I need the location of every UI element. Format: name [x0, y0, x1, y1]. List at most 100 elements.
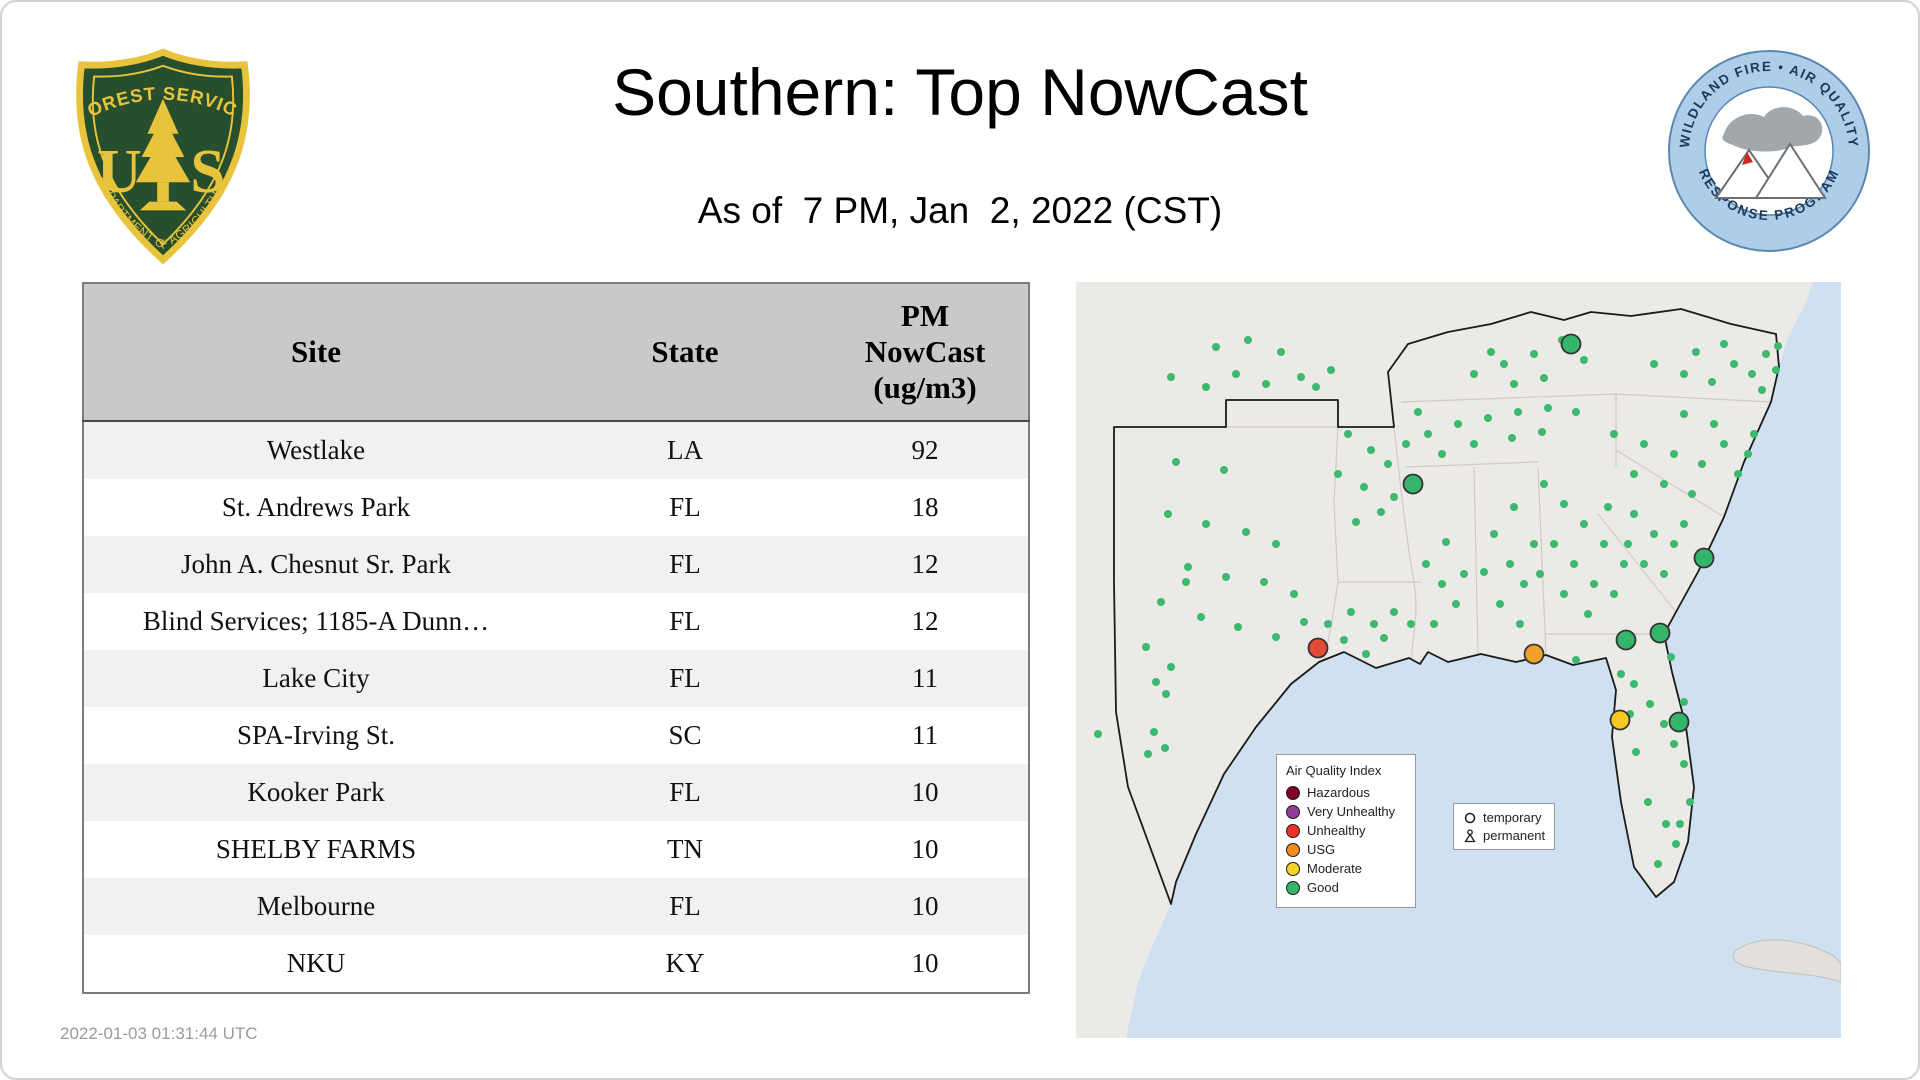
- legend-label-temporary: temporary: [1483, 810, 1542, 825]
- monitor-dot: [1272, 633, 1280, 641]
- monitor-dot: [1670, 450, 1678, 458]
- aqi-legend-item: Good: [1286, 880, 1406, 895]
- monitor-dot: [1748, 370, 1756, 378]
- monitor-dot: [1660, 720, 1668, 728]
- monitor-dot: [1584, 610, 1592, 618]
- aqi-legend-item: Very Unhealthy: [1286, 804, 1406, 819]
- monitor-dot: [1680, 520, 1688, 528]
- monitor-dot: [1688, 490, 1696, 498]
- state-cell: FL: [669, 606, 701, 636]
- top-site-marker: [1523, 643, 1545, 665]
- monitor-dot: [1300, 618, 1308, 626]
- monitor-dot: [1152, 678, 1160, 686]
- monitor-dot: [1312, 383, 1320, 391]
- monitor-dot: [1340, 636, 1348, 644]
- monitor-dot: [1232, 370, 1240, 378]
- monitor-dot: [1720, 340, 1728, 348]
- monitor-dot: [1550, 540, 1558, 548]
- monitor-dot: [1632, 748, 1640, 756]
- value-cell: 10: [911, 891, 939, 921]
- aqi-legend-item: Unhealthy: [1286, 823, 1406, 838]
- aqi-color-dot: [1286, 861, 1300, 876]
- monitor-dot: [1242, 528, 1250, 536]
- monitor-dot: [1610, 590, 1618, 598]
- usfs-letter-s: S: [190, 138, 225, 206]
- monitor-dot: [1508, 434, 1516, 442]
- state-cell: FL: [669, 549, 701, 579]
- aqi-color-dot: [1286, 880, 1300, 895]
- monitor-dot: [1560, 500, 1568, 508]
- monitor-dot: [1772, 366, 1780, 374]
- aqi-legend-item: USG: [1286, 842, 1406, 857]
- page-title: Southern: Top NowCast: [612, 55, 1308, 129]
- monitor-dot: [1480, 568, 1488, 576]
- monitor-dot: [1610, 430, 1618, 438]
- monitor-dot: [1324, 620, 1332, 628]
- monitor-dot: [1367, 446, 1375, 454]
- value-cell: 11: [912, 663, 938, 693]
- site-cell: SPA-Irving St.: [236, 720, 396, 750]
- state-cell: FL: [669, 492, 701, 522]
- value-cell: 10: [911, 834, 939, 864]
- monitor-dot: [1167, 373, 1175, 381]
- monitor-dot: [1646, 700, 1654, 708]
- monitor-dot: [1538, 428, 1546, 436]
- monitor-dot: [1720, 440, 1728, 448]
- pm-header-line3: (ug/m3): [873, 370, 977, 405]
- pm-header-line2: NowCast: [864, 334, 986, 369]
- pm-header-line1: PM: [900, 298, 950, 333]
- monitor-dot: [1692, 348, 1700, 356]
- monitor-dot: [1500, 360, 1508, 368]
- site-cell: St. Andrews Park: [221, 492, 411, 522]
- monitor-dot: [1470, 370, 1478, 378]
- monitor-dot: [1698, 460, 1706, 468]
- monitor-dot: [1496, 600, 1504, 608]
- aqi-legend-label: USG: [1307, 842, 1336, 857]
- aqi-color-dot: [1286, 804, 1300, 819]
- monitor-dot: [1676, 820, 1684, 828]
- site-cell: Blind Services; 1185-A Dunn…: [142, 606, 490, 636]
- monitor-dot: [1430, 620, 1438, 628]
- table-row: Lake City FL 11: [83, 650, 1029, 707]
- page-subtitle: As of 7 PM, Jan 2, 2022 (CST): [697, 190, 1223, 231]
- monitor-dot: [1710, 420, 1718, 428]
- top-site-marker: [1560, 333, 1582, 355]
- usfs-letter-u: U: [97, 138, 142, 206]
- monitor-dot: [1654, 860, 1662, 868]
- wfaqrp-logo: WILDLAND FIRE • AIR QUALITY RESPONSE PRO…: [1668, 50, 1870, 252]
- monitor-dot: [1244, 336, 1252, 344]
- monitor-dot: [1640, 440, 1648, 448]
- state-cell: SC: [668, 720, 702, 750]
- monitor-dot: [1620, 560, 1628, 568]
- monitor-dot: [1510, 503, 1518, 511]
- state-column-header: State: [548, 283, 822, 422]
- monitor-dot: [1680, 760, 1688, 768]
- monitor-dot: [1540, 374, 1548, 382]
- monitor-dot: [1442, 538, 1450, 546]
- usfs-shield-inner-border: [91, 64, 235, 246]
- state-cell: FL: [669, 663, 701, 693]
- monitor-dot: [1222, 573, 1230, 581]
- permanent-site-icon: [1464, 828, 1476, 842]
- monitor-dot: [1272, 540, 1280, 548]
- top-site-marker: [1693, 547, 1715, 569]
- monitor-dot: [1484, 414, 1492, 422]
- aqi-legend-label: Hazardous: [1307, 785, 1370, 800]
- monitor-dot: [1262, 380, 1270, 388]
- site-cell: NKU: [286, 948, 346, 978]
- monitor-dot: [1516, 620, 1524, 628]
- monitor-dot: [1182, 578, 1190, 586]
- site-cell: Lake City: [262, 663, 370, 693]
- value-cell: 18: [911, 492, 939, 522]
- value-cell: 10: [911, 777, 939, 807]
- monitor-dot: [1624, 540, 1632, 548]
- monitor-dot: [1327, 366, 1335, 374]
- table-row: John A. Chesnut Sr. Park FL 12: [83, 536, 1029, 593]
- monitor-dot: [1660, 570, 1668, 578]
- monitor-dot: [1202, 520, 1210, 528]
- site-cell: John A. Chesnut Sr. Park: [180, 549, 452, 579]
- monitor-dot: [1144, 750, 1152, 758]
- state-cell: FL: [669, 891, 701, 921]
- monitor-dot: [1650, 530, 1658, 538]
- monitor-dot: [1438, 450, 1446, 458]
